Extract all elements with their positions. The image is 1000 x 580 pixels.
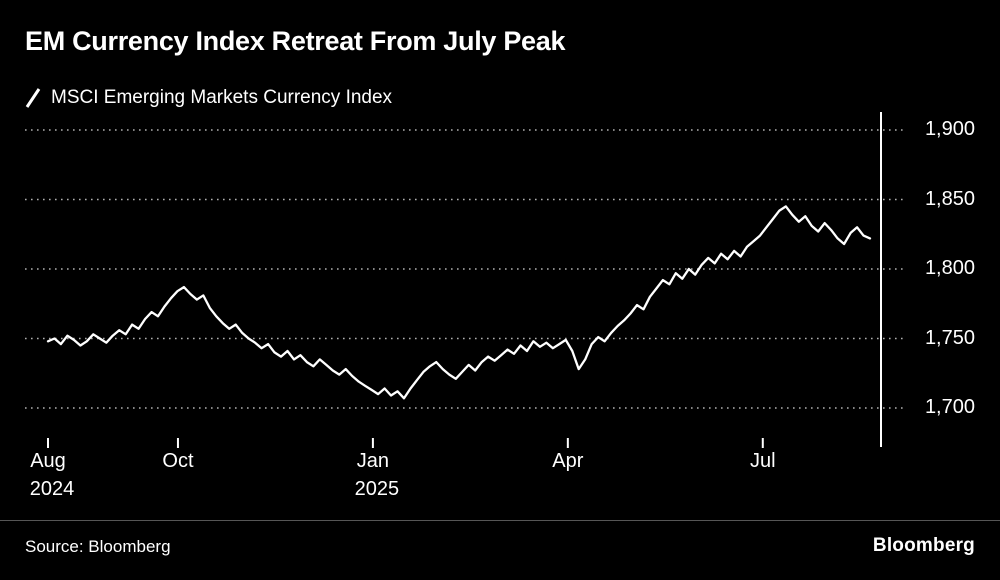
legend-label: MSCI Emerging Markets Currency Index — [51, 87, 393, 108]
footer-divider — [0, 520, 1000, 521]
source-text: Source: Bloomberg — [25, 537, 171, 556]
chart-title: EM Currency Index Retreat From July Peak — [25, 26, 566, 56]
series-line-icon — [25, 87, 41, 109]
bloomberg-logo: Bloomberg — [872, 535, 975, 556]
legend: MSCI Emerging Markets Currency Index — [25, 87, 392, 109]
series-line — [46, 205, 872, 400]
